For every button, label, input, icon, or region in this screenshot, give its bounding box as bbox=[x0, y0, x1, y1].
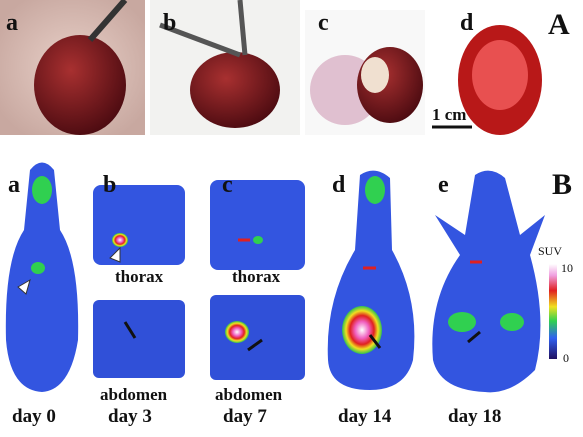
panel-label: a bbox=[6, 10, 18, 36]
arrow bbox=[368, 334, 382, 349]
day-label: day 3 bbox=[108, 406, 152, 427]
forceps bbox=[159, 22, 241, 58]
abdomen-scan bbox=[93, 300, 185, 378]
panel-label: a bbox=[8, 172, 20, 198]
arrow bbox=[247, 338, 263, 352]
colorbar-title: SUV bbox=[538, 244, 562, 258]
region-label: thorax bbox=[232, 267, 281, 286]
arrowhead bbox=[17, 278, 31, 295]
panel-label: d bbox=[332, 172, 346, 198]
forceps bbox=[87, 0, 128, 42]
colorbar bbox=[549, 264, 557, 359]
day-label: day 7 bbox=[223, 406, 267, 427]
hotspot bbox=[500, 313, 524, 331]
hotspot bbox=[253, 236, 263, 244]
colorbar-min: 0 bbox=[563, 351, 569, 365]
arrowhead bbox=[109, 246, 121, 263]
spot bbox=[361, 57, 389, 93]
hotspot bbox=[342, 306, 382, 354]
day-label: day 18 bbox=[448, 406, 501, 427]
region-label: abdomen bbox=[100, 385, 168, 404]
hotspot bbox=[32, 176, 52, 204]
kidney bbox=[190, 52, 280, 128]
panel-label: c bbox=[318, 10, 329, 36]
day-label: day 0 bbox=[12, 406, 56, 427]
tumor-core bbox=[472, 40, 528, 110]
region-label: thorax bbox=[115, 267, 164, 286]
abdomen-scan bbox=[210, 295, 305, 380]
hotspot bbox=[365, 176, 385, 204]
scale-label: 1 cm bbox=[432, 105, 466, 124]
panel-label: d bbox=[460, 10, 474, 36]
arrow bbox=[467, 330, 481, 344]
panel-label: e bbox=[438, 172, 449, 198]
scans bbox=[5, 162, 545, 393]
forceps bbox=[237, 0, 248, 56]
figure-label: B bbox=[552, 168, 572, 201]
thorax-scan bbox=[210, 180, 305, 270]
figure-label: A bbox=[548, 8, 570, 41]
body-scan bbox=[432, 170, 545, 393]
panel-label: c bbox=[222, 172, 233, 198]
day-label: day 14 bbox=[338, 406, 392, 427]
hotspot bbox=[448, 312, 476, 332]
hotspot bbox=[112, 233, 128, 247]
arrow bbox=[123, 321, 137, 339]
body-scan bbox=[327, 170, 415, 390]
hotspot bbox=[225, 321, 249, 343]
photos bbox=[0, 0, 542, 135]
panel-label: b bbox=[103, 172, 116, 198]
body-scan bbox=[5, 162, 79, 392]
kidney bbox=[34, 35, 126, 135]
region-label: abdomen bbox=[215, 385, 283, 404]
hotspot bbox=[31, 262, 45, 274]
panel-label: b bbox=[163, 10, 176, 36]
colorbar-max: 10 bbox=[561, 261, 573, 275]
